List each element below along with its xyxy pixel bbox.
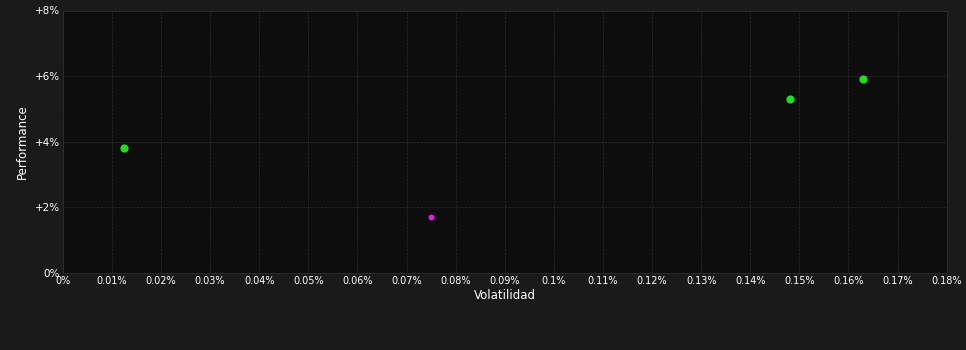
Point bbox=[117, 146, 132, 151]
Point bbox=[423, 215, 439, 220]
Point bbox=[781, 96, 797, 102]
X-axis label: Volatilidad: Volatilidad bbox=[473, 288, 536, 302]
Point bbox=[856, 77, 871, 82]
Y-axis label: Performance: Performance bbox=[16, 104, 29, 179]
